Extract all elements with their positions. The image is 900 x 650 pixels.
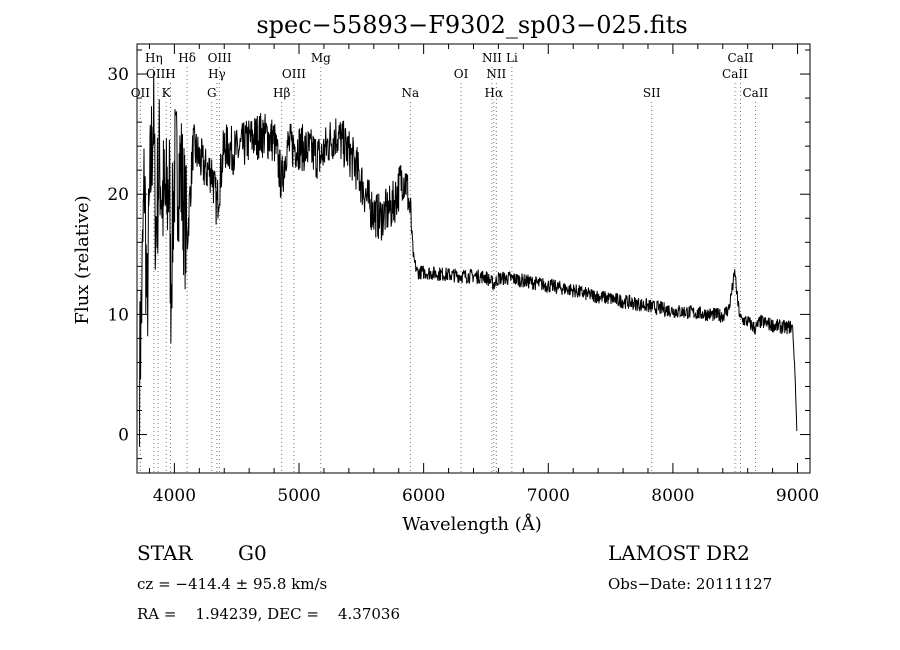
line-marker-label: OIII (146, 67, 170, 81)
y-tick-label: 20 (107, 185, 129, 205)
object-subclass: G0 (238, 541, 267, 565)
line-marker-label: CaII (722, 67, 748, 81)
line-marker-label: CaII (742, 86, 768, 100)
chart-title: spec−55893−F9302_sp03−025.fits (256, 11, 687, 39)
x-tick-label: 6000 (402, 486, 445, 506)
x-tick-label: 7000 (527, 486, 570, 506)
x-tick-label: 5000 (277, 486, 320, 506)
line-marker-label: NII (482, 51, 502, 65)
y-tick-label: 10 (107, 305, 129, 325)
line-marker-label: K (162, 86, 172, 100)
x-tick-label: 8000 (651, 486, 694, 506)
plot-frame (136, 43, 811, 474)
x-tick-label: 4000 (153, 486, 196, 506)
redshift-velocity: cz = −414.4 ± 95.8 km/s (137, 575, 328, 593)
line-marker-label: Hγ (208, 67, 226, 81)
line-marker-label: Hη (145, 51, 163, 65)
y-axis-title: Flux (relative) (72, 195, 93, 324)
spectrum-line (139, 71, 798, 447)
coordinates: RA = 1.94239, DEC = 4.37036 (137, 605, 400, 623)
line-marker-label: OIII (282, 67, 306, 81)
line-marker-label: SII (643, 86, 661, 100)
line-marker-label: G (207, 86, 217, 100)
line-marker-label: OI (454, 67, 469, 81)
line-marker-label: Mg (311, 51, 331, 65)
line-marker-label: CaII (728, 51, 754, 65)
line-marker-label: Hα (485, 86, 504, 100)
object-class: STAR (137, 541, 193, 565)
x-axis-title: Wavelength (Å) (402, 513, 542, 535)
line-marker-label: Hδ (178, 51, 196, 65)
spectrum-layer (139, 71, 798, 447)
line-marker-label: OII (131, 86, 151, 100)
line-marker-label: NII (486, 67, 506, 81)
line-marker-label: Hβ (273, 86, 290, 100)
y-tick-label: 30 (107, 65, 129, 85)
line-marker-label: Li (506, 51, 518, 65)
survey-name: LAMOST DR2 (608, 541, 750, 565)
observation-date: Obs−Date: 20111127 (608, 575, 773, 593)
y-tick-label: 0 (118, 426, 129, 446)
line-marker-label: OIII (208, 51, 232, 65)
line-marker-label: H (165, 67, 175, 81)
x-axis: 4000 5000 6000 7000 8000 9000 (148, 44, 819, 506)
y-axis: 0 10 20 30 (107, 49, 810, 460)
x-tick-label: 9000 (776, 486, 819, 506)
line-marker-label: Na (401, 86, 419, 100)
